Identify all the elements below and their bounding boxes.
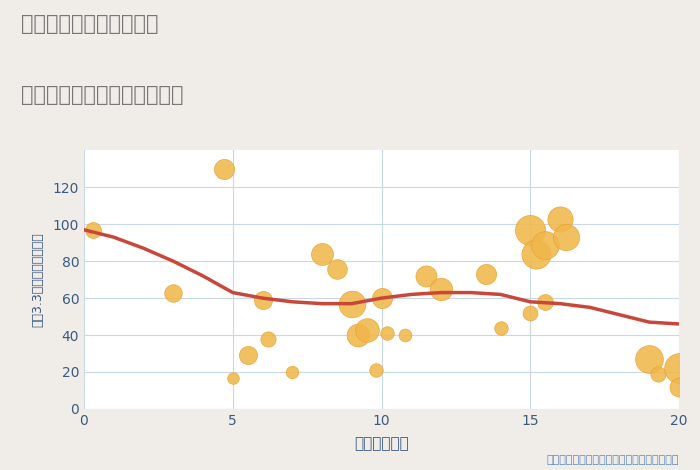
Point bbox=[531, 250, 542, 258]
Text: 駅距離別中古マンション価格: 駅距離別中古マンション価格 bbox=[21, 85, 183, 105]
Point bbox=[554, 215, 566, 222]
Point bbox=[346, 300, 357, 307]
Point bbox=[400, 331, 411, 339]
Point bbox=[361, 326, 372, 333]
Point bbox=[652, 370, 664, 377]
Point bbox=[435, 285, 447, 293]
Y-axis label: 坪（3.3㎡）単価（万円）: 坪（3.3㎡）単価（万円） bbox=[32, 232, 44, 327]
Point bbox=[218, 165, 230, 172]
Point bbox=[495, 324, 506, 331]
Point bbox=[480, 270, 491, 278]
Point bbox=[257, 296, 268, 304]
Point bbox=[316, 250, 328, 258]
Point bbox=[352, 331, 363, 339]
Point bbox=[168, 289, 179, 297]
Point bbox=[287, 368, 298, 376]
Point bbox=[421, 272, 432, 280]
Point bbox=[673, 365, 685, 372]
Point bbox=[88, 226, 99, 234]
Point bbox=[525, 226, 536, 234]
Point bbox=[644, 355, 655, 363]
Point bbox=[370, 367, 381, 374]
Point bbox=[382, 329, 393, 337]
Point bbox=[227, 374, 238, 381]
Point bbox=[242, 352, 253, 359]
Point bbox=[376, 294, 387, 302]
Point bbox=[525, 309, 536, 317]
Point bbox=[540, 241, 551, 248]
Point bbox=[673, 383, 685, 391]
Point bbox=[561, 234, 572, 241]
Text: 円の大きさは、取引のあった物件面積を示す: 円の大きさは、取引のあった物件面積を示す bbox=[547, 455, 679, 465]
Point bbox=[263, 335, 274, 343]
X-axis label: 駅距離（分）: 駅距離（分） bbox=[354, 436, 409, 451]
Point bbox=[540, 298, 551, 306]
Text: 岐阜県関市洞戸通元寺の: 岐阜県関市洞戸通元寺の bbox=[21, 14, 158, 34]
Point bbox=[331, 265, 342, 272]
